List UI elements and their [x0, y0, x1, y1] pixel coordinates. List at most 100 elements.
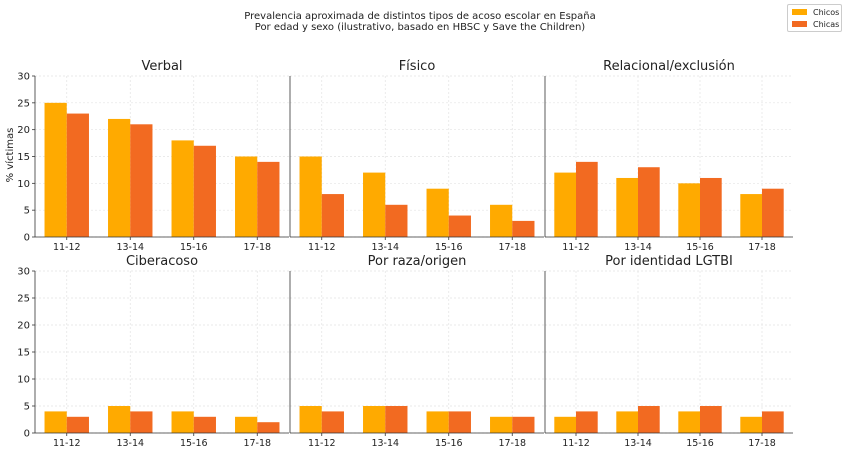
x-tick-label: 15-16: [686, 242, 714, 253]
bar-chicos-17-18: [740, 194, 762, 237]
x-tick-label: 11-12: [308, 438, 336, 449]
chart-suptitle: Prevalencia aproximada de distintos tipo…: [244, 11, 595, 22]
x-tick-label: 13-14: [624, 242, 652, 253]
y-tick-label: 30: [17, 267, 30, 278]
bar-chicas-17-18: [257, 161, 280, 237]
bar-chicas-13-14: [130, 124, 153, 237]
legend-swatch-chicos: [792, 9, 807, 15]
bar-chicos-17-18: [235, 416, 258, 433]
legend-label-chicas: Chicas: [813, 19, 840, 29]
y-tick-label: 20: [17, 125, 30, 136]
bar-chicos-13-14: [108, 118, 131, 237]
x-tick-label: 13-14: [371, 242, 399, 253]
panel-2: 11-12 13-14 15-16 17-18 Físico: [289, 59, 544, 253]
bar-chicas-15-16: [193, 145, 216, 237]
bar-chicos-17-18: [740, 416, 762, 433]
bar-chicos-15-16: [171, 140, 194, 237]
x-tick-label: 11-12: [562, 242, 590, 253]
chart-panels: 11-12 13-14 15-16 17-18051015202530Verbal11…: [17, 59, 793, 449]
x-tick-label: 13-14: [371, 438, 399, 449]
y-tick-label: 25: [17, 98, 30, 109]
bar-chicas-15-16: [700, 406, 722, 433]
bar-chicos-13-14: [616, 411, 638, 433]
x-tick-label: 13-14: [116, 242, 144, 253]
y-tick-label: 10: [17, 375, 30, 386]
bar-chicos-15-16: [171, 411, 194, 433]
bar-chicos-11-12: [554, 172, 576, 237]
panel-1: 11-12 13-14 15-16 17-18 0 5 10 15 20 25 30 Verbal: [17, 59, 289, 253]
y-tick-label: 10: [17, 179, 30, 190]
panel-title: Por identidad LGTBI: [605, 254, 733, 269]
x-tick-label: 17-18: [243, 242, 271, 253]
x-tick-label: 11-12: [53, 242, 81, 253]
bar-chicas-17-18: [762, 411, 784, 433]
x-tick-label: 15-16: [180, 438, 208, 449]
bar-chicas-17-18: [257, 422, 280, 433]
bar-chicas-17-18: [512, 220, 535, 237]
x-tick-label: 15-16: [180, 242, 208, 253]
bar-chicos-15-16: [426, 411, 449, 433]
y-tick-label: 25: [17, 294, 30, 305]
panel-6: 11-12 13-14 15-16 17-18 Por identidad LGTBI: [544, 254, 793, 449]
bar-chicos-11-12: [299, 406, 322, 433]
bar-chicas-13-14: [638, 167, 660, 237]
bar-chicas-15-16: [448, 411, 471, 433]
bar-chicos-11-12: [299, 156, 322, 237]
y-tick-label: 30: [17, 72, 30, 83]
bar-chicas-17-18: [512, 416, 535, 433]
bar-chicos-11-12: [44, 411, 67, 433]
x-tick-label: 17-18: [498, 438, 526, 449]
y-tick-label: 5: [24, 206, 30, 217]
x-tick-label: 15-16: [435, 438, 463, 449]
x-tick-label: 17-18: [498, 242, 526, 253]
bar-chicos-13-14: [363, 172, 386, 237]
x-tick-label: 17-18: [243, 438, 271, 449]
bar-chicas-13-14: [385, 406, 408, 433]
panel-title: Físico: [399, 59, 436, 74]
x-tick-label: 11-12: [53, 438, 81, 449]
bar-chicas-11-12: [321, 411, 344, 433]
x-tick-label: 15-16: [435, 242, 463, 253]
panel-3: 11-12 13-14 15-16 17-18 Relacional/exclusión: [544, 59, 793, 253]
bar-chicas-11-12: [66, 416, 89, 433]
panel-title: Verbal: [141, 59, 182, 74]
bar-chicas-13-14: [638, 406, 660, 433]
bar-chicos-17-18: [490, 416, 513, 433]
y-tick-label: 0: [24, 429, 30, 440]
panel-title: Por raza/origen: [368, 254, 467, 269]
bar-chicos-17-18: [235, 156, 258, 237]
y-tick-label: 0: [24, 233, 30, 244]
bar-chicas-13-14: [130, 411, 153, 433]
bar-chicas-15-16: [193, 416, 216, 433]
x-tick-label: 17-18: [748, 438, 776, 449]
bar-chicas-11-12: [576, 161, 598, 237]
y-tick-label: 15: [17, 152, 30, 163]
chart-legend: Chicos Chicas: [787, 4, 842, 32]
bar-chicas-11-12: [321, 194, 344, 237]
bar-chicas-11-12: [576, 411, 598, 433]
x-tick-label: 13-14: [116, 438, 144, 449]
bar-chicos-17-18: [490, 204, 513, 237]
x-tick-label: 11-12: [562, 438, 590, 449]
legend-swatch-chicas: [792, 21, 807, 27]
panel-4: 11-12 13-14 15-16 17-18 0 5 10 15 20 25 30 Ciberaco…: [17, 254, 289, 449]
bar-chicas-11-12: [66, 113, 89, 237]
y-tick-label: 5: [24, 402, 30, 413]
bar-chicos-13-14: [616, 177, 638, 237]
bar-chicos-15-16: [678, 411, 700, 433]
bar-chicos-15-16: [678, 183, 700, 237]
panel-title: Relacional/exclusión: [603, 59, 735, 74]
chart-subtitle: Por edad y sexo (ilustrativo, basado en …: [255, 22, 586, 33]
bar-chicas-15-16: [448, 215, 471, 237]
x-tick-label: 11-12: [308, 242, 336, 253]
bar-chicas-17-18: [762, 188, 784, 237]
legend-entry-chicos: Chicos: [792, 7, 839, 17]
bar-chicos-15-16: [426, 188, 449, 237]
panel-title: Ciberacoso: [126, 254, 198, 269]
bar-chicas-15-16: [700, 177, 722, 237]
y-tick-label: 15: [17, 348, 30, 359]
panel-5: 11-12 13-14 15-16 17-18 Por raza/origen: [289, 254, 544, 449]
legend-entry-chicas: Chicas: [792, 19, 839, 29]
legend-label-chicos: Chicos: [813, 7, 840, 17]
